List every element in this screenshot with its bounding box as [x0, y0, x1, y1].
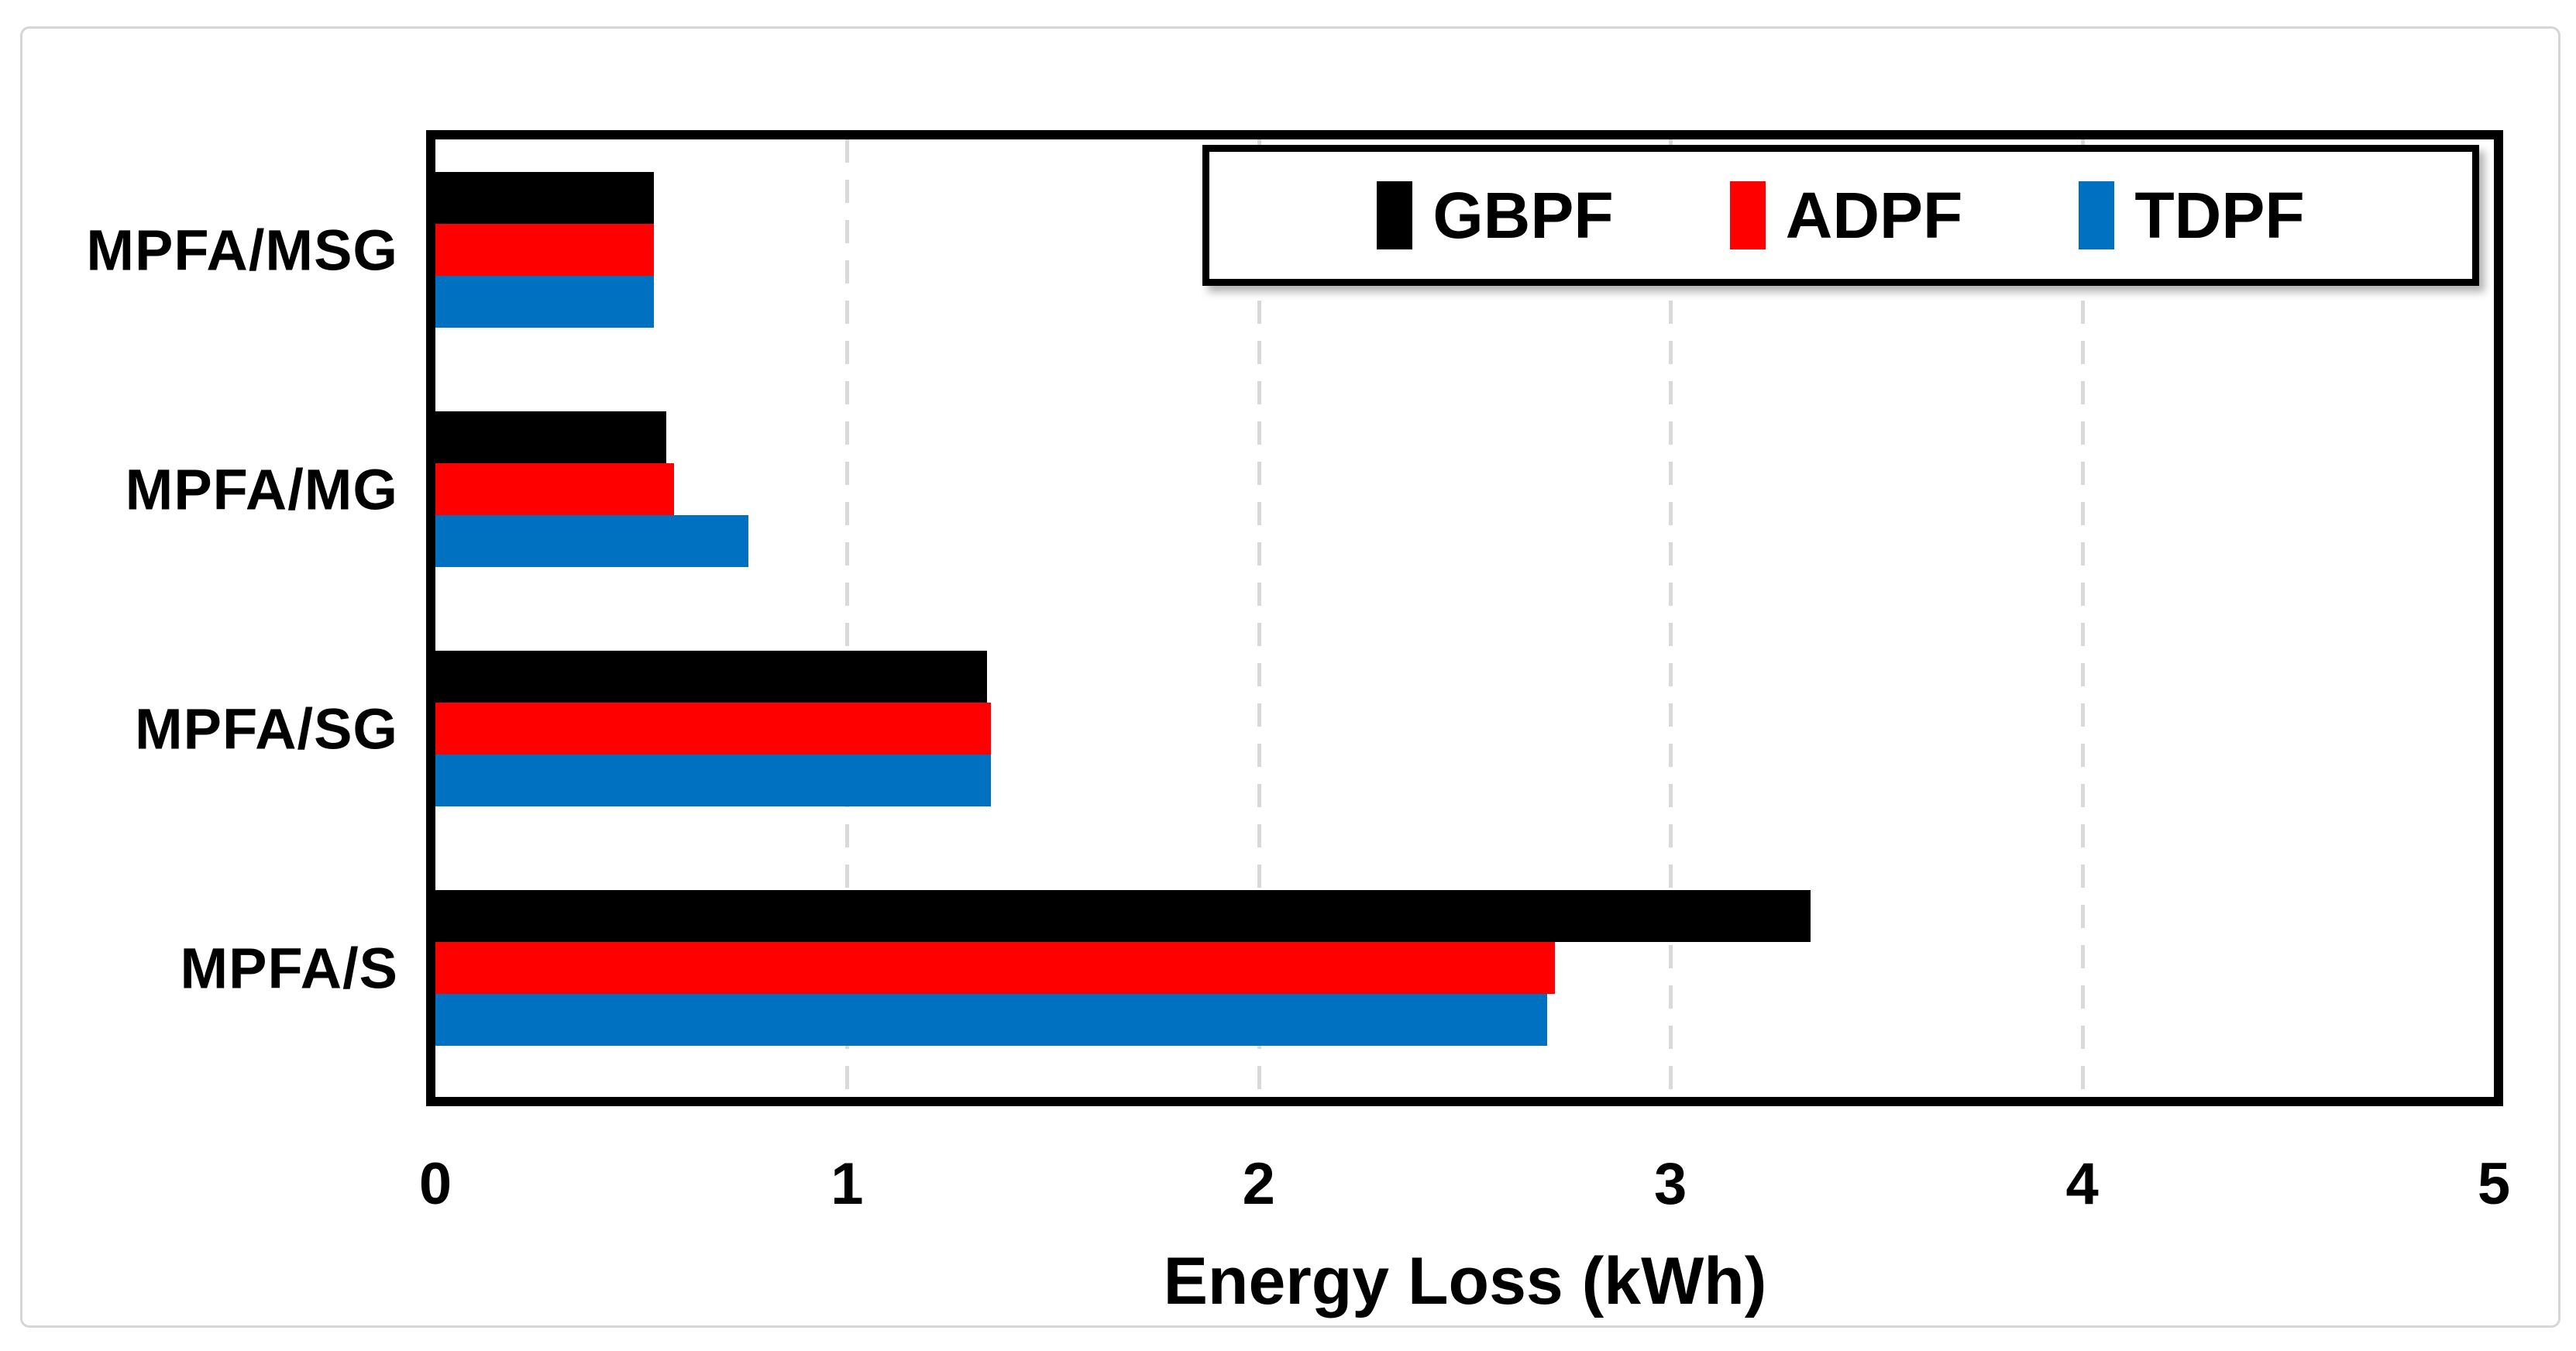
category-label-mpfa-mg: MPFA/MG [125, 457, 398, 521]
x-tick-label-2: 2 [1242, 1151, 1275, 1217]
legend-item-adpf: ADPF [1729, 178, 1963, 253]
legend-label-adpf: ADPF [1785, 178, 1963, 252]
plot-area [426, 130, 2503, 1106]
bar-tdpf-mpfa-msg [435, 276, 654, 328]
x-tick-label-4: 4 [2065, 1151, 2099, 1217]
bar-gbpf-mpfa-s [435, 890, 1811, 942]
legend-item-tdpf: TDPF [2079, 178, 2305, 253]
category-label-mpfa-s: MPFA/S [180, 936, 398, 1000]
x-tick-label-1: 1 [831, 1151, 864, 1217]
legend-swatch-tdpf [2079, 181, 2115, 249]
category-label-mpfa-msg: MPFA/MSG [86, 218, 398, 282]
bar-adpf-mpfa-s [435, 942, 1556, 994]
legend-swatch-gbpf [1377, 181, 1413, 249]
x-tick-label-5: 5 [2477, 1151, 2511, 1217]
category-label-mpfa-sg: MPFA/SG [134, 696, 398, 761]
legend-label-tdpf: TDPF [2134, 178, 2305, 252]
bar-adpf-mpfa-mg [435, 463, 675, 515]
gridline-x2 [1257, 139, 1261, 1097]
gridline-x3 [1669, 139, 1673, 1097]
bar-gbpf-mpfa-mg [435, 411, 666, 463]
bar-tdpf-mpfa-sg [435, 755, 992, 806]
bar-adpf-mpfa-sg [435, 703, 992, 755]
bar-tdpf-mpfa-mg [435, 515, 748, 567]
x-tick-label-0: 0 [418, 1151, 452, 1217]
bar-tdpf-mpfa-s [435, 994, 1547, 1046]
legend-item-gbpf: GBPF [1377, 178, 1614, 253]
x-tick-label-3: 3 [1654, 1151, 1687, 1217]
gridline-x1 [845, 139, 850, 1097]
legend-swatch-adpf [1729, 181, 1766, 249]
bar-gbpf-mpfa-msg [435, 172, 654, 224]
chart-card: MPFA/MSG MPFA/MG MPFA/SG MPFA/S 0 1 2 3 4 5 Ener… [20, 26, 2561, 1328]
legend: GBPF ADPF TDPF [1202, 145, 2479, 286]
x-axis-title: Energy Loss (kWh) [1163, 1244, 1767, 1318]
legend-label-gbpf: GBPF [1432, 178, 1614, 252]
bar-adpf-mpfa-msg [435, 224, 654, 276]
bar-gbpf-mpfa-sg [435, 651, 988, 703]
gridline-x4 [2080, 139, 2085, 1097]
